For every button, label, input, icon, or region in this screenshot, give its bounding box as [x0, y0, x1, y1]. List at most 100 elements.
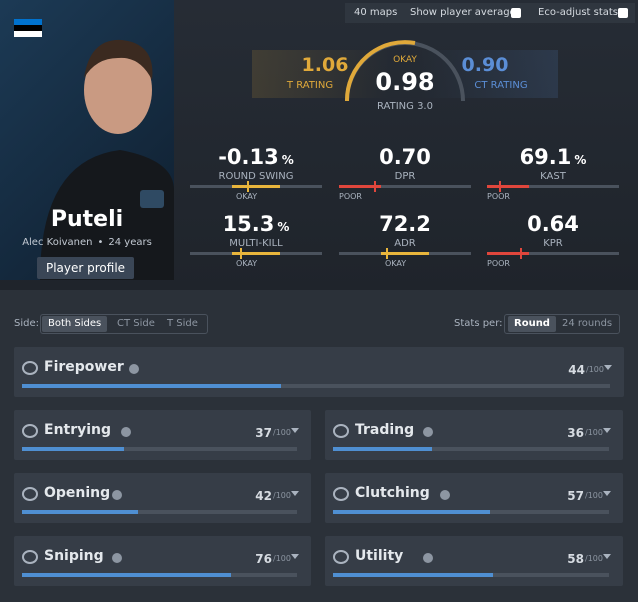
ct-rating-label: CT RATING: [474, 80, 528, 91]
checkbox[interactable]: [618, 8, 628, 18]
category-max: /100: [273, 554, 291, 563]
help-icon: [423, 553, 434, 563]
help-icon: [129, 364, 140, 374]
stat-label: ADR: [394, 238, 416, 249]
category-name: Entrying: [44, 422, 112, 438]
category-score: 36: [567, 426, 584, 440]
show-average[interactable]: Show player average: [410, 7, 516, 18]
category-name: Opening: [44, 485, 111, 501]
category-panel[interactable]: [325, 536, 623, 586]
rating-verdict: OKAY: [393, 55, 417, 65]
score-bar: [333, 573, 494, 577]
stat-zone: [487, 185, 529, 188]
stat-zone: [232, 185, 280, 188]
category-panel[interactable]: [325, 410, 623, 460]
value: 0.64: [527, 212, 579, 236]
stat-verdict: OKAY: [236, 259, 258, 268]
help-icon: [112, 553, 123, 563]
side-option[interactable]: T Side: [167, 318, 198, 329]
per-option[interactable]: 24 rounds: [562, 318, 613, 329]
category-max: /100: [586, 365, 604, 374]
ct-rating-value: 0.90: [461, 54, 509, 76]
rating-label: RATING 3.0: [377, 101, 433, 112]
category-score: 37: [255, 426, 272, 440]
category-score: 44: [568, 363, 585, 377]
unit: %: [277, 220, 290, 234]
stat-marker: [247, 181, 249, 192]
category-panel[interactable]: [325, 473, 623, 523]
dropdown-arrow[interactable]: [291, 428, 299, 433]
category-score: 76: [255, 552, 272, 566]
value: 0.70: [379, 145, 431, 169]
side-option[interactable]: Both Sides: [42, 316, 108, 332]
stat-value: -0.13%: [186, 145, 326, 169]
stat-value: 69.1%: [483, 145, 623, 169]
rating-band: [252, 50, 558, 98]
stat-zone: [232, 252, 280, 255]
stat-marker: [374, 181, 376, 192]
category-panel[interactable]: [14, 473, 311, 523]
category-icon: [22, 424, 38, 438]
value: 15.3: [222, 212, 275, 236]
category-max: /100: [585, 491, 603, 500]
category-name: Utility: [355, 548, 404, 564]
category-panel[interactable]: [14, 536, 311, 586]
stat-verdict: POOR: [487, 259, 510, 268]
stat-zone: [487, 252, 529, 255]
stat-verdict: OKAY: [385, 259, 407, 268]
dropdown-arrow[interactable]: [291, 491, 299, 496]
side-option[interactable]: CT Side: [117, 318, 155, 329]
top-bar: 40 maps Show player average Eco-adjust s…: [345, 3, 635, 23]
stat-label: DPR: [394, 171, 416, 182]
category-icon: [333, 550, 349, 564]
score-track: [22, 510, 297, 514]
stat-value: 0.70: [335, 145, 475, 169]
profile-button[interactable]: Player profile: [37, 257, 134, 279]
per-option[interactable]: Round: [508, 316, 556, 332]
stat-track: [339, 185, 471, 188]
category-panel[interactable]: [14, 410, 311, 460]
score-bar: [22, 447, 124, 451]
category-max: /100: [273, 491, 291, 500]
category-max: /100: [585, 428, 603, 437]
side-toggle: [40, 314, 208, 334]
player-photo: [0, 0, 174, 280]
stat-verdict: OKAY: [236, 192, 258, 201]
stat-marker: [386, 248, 388, 259]
category-score: 42: [255, 489, 272, 503]
per-toggle: [504, 314, 620, 334]
score-bar: [22, 384, 281, 388]
checkbox[interactable]: [511, 8, 521, 18]
maps: 40 maps: [354, 7, 398, 18]
category-score: 58: [567, 552, 584, 566]
stat-marker: [499, 181, 501, 192]
dropdown-arrow[interactable]: [603, 554, 611, 559]
category-name: Firepower: [44, 359, 124, 375]
dropdown-arrow[interactable]: [604, 365, 612, 370]
stat-verdict: POOR: [487, 192, 510, 201]
stat-zone: [339, 185, 381, 188]
score-bar: [22, 510, 138, 514]
stat-track: [487, 185, 619, 188]
unit: %: [574, 153, 587, 167]
stat-value: 15.3%: [186, 212, 326, 236]
dropdown-arrow[interactable]: [291, 554, 299, 559]
score-track: [333, 447, 609, 451]
category-icon: [333, 487, 349, 501]
dropdown-arrow[interactable]: [603, 428, 611, 433]
category-icon: [22, 361, 38, 375]
rating-arc: [344, 40, 465, 102]
category-icon: [333, 424, 349, 438]
value: -0.13: [218, 145, 279, 169]
value: 69.1: [519, 145, 572, 169]
help-icon: [440, 490, 451, 500]
category-max: /100: [585, 554, 603, 563]
score-track: [22, 384, 610, 388]
help-icon: [112, 490, 123, 500]
category-panel[interactable]: [14, 347, 624, 397]
stats-per-label: Stats per:: [454, 318, 503, 329]
player-name: Puteli: [50, 207, 124, 232]
dropdown-arrow[interactable]: [603, 491, 611, 496]
eco-adjust[interactable]: Eco-adjust stats: [538, 7, 619, 18]
